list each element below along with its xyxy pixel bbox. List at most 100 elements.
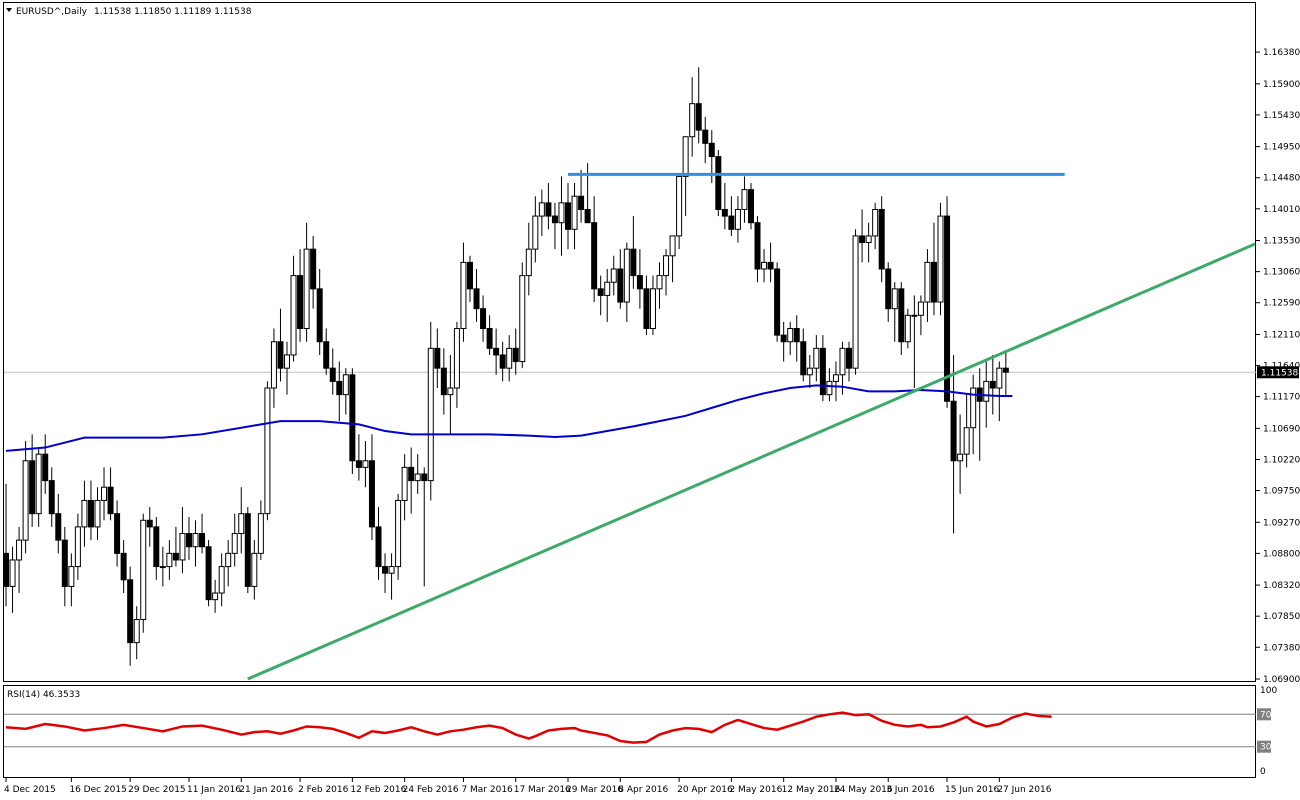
candle-body-bull (22, 460, 29, 541)
candle (930, 222, 937, 316)
candle (257, 500, 264, 560)
candle-body-bull (839, 347, 846, 376)
candle-body-bull (133, 618, 140, 644)
candle-body-bear (473, 288, 480, 310)
candle (754, 216, 761, 283)
candle-body-bull (669, 235, 676, 257)
candle (473, 268, 480, 322)
rsi-level-tag (1257, 740, 1271, 753)
candle (826, 368, 833, 402)
candle-body-bear (310, 248, 317, 290)
candle-body-bear (950, 400, 957, 462)
candle-body-bull (519, 275, 526, 363)
candle-body-bull (682, 136, 689, 177)
candle-body-bear (793, 328, 800, 343)
candle (16, 526, 23, 594)
price-tick-label: 1.08320 (1263, 581, 1300, 591)
candle-body-bear (29, 460, 36, 515)
candle-body-bull (852, 235, 859, 369)
candle (238, 487, 245, 554)
candle-body-bear (930, 261, 937, 303)
candle (290, 255, 297, 362)
date-tick-label: 7 Mar 2016 (461, 785, 513, 795)
candle (127, 566, 134, 666)
candle-body-bear (617, 268, 624, 303)
candle-body-bull (538, 202, 545, 217)
price-tick-label: 1.08800 (1263, 549, 1300, 559)
candle (225, 540, 232, 587)
candle (375, 507, 382, 580)
candle (87, 480, 94, 541)
candle (852, 229, 859, 375)
candle (558, 176, 565, 256)
candle (545, 183, 552, 230)
candle (643, 275, 650, 336)
candle-body-bull (414, 473, 421, 482)
rsi-tick-label: 100 (1260, 686, 1277, 696)
price-tick-label: 1.16380 (1263, 48, 1300, 58)
candle-body-bull (140, 519, 147, 620)
collapse-triangle-icon[interactable] (6, 8, 12, 12)
candle-body-bear (747, 189, 754, 224)
candle (499, 341, 506, 382)
candle (74, 513, 81, 580)
candle-body-bear (336, 380, 343, 396)
candle (166, 540, 173, 580)
candle (368, 434, 375, 541)
candle-body-bull (734, 208, 741, 230)
candle-body-bull (101, 486, 108, 501)
candle (656, 262, 663, 309)
candle-body-bull (761, 261, 768, 270)
candle (780, 321, 787, 362)
candle-body-bear (486, 328, 493, 349)
candle (362, 440, 369, 488)
candle (551, 202, 558, 250)
candle (767, 242, 774, 283)
candle (872, 202, 879, 250)
candle (538, 189, 545, 236)
candle (996, 361, 1003, 422)
trend-line[interactable] (247, 242, 1256, 681)
candle-body-bull (506, 347, 513, 369)
date-tick-label: 3 Jun 2016 (886, 785, 935, 795)
candle-body-bear (323, 341, 330, 369)
candle (68, 553, 75, 607)
candle (427, 321, 434, 501)
candle-body-bear (499, 354, 506, 369)
candle (159, 546, 166, 587)
candle (244, 507, 251, 594)
candle-body-bull (970, 387, 977, 429)
candle (597, 275, 604, 316)
candle-body-bear (767, 261, 774, 270)
candle-body-bull (787, 328, 794, 343)
candle-body-bull (904, 314, 911, 343)
candle (741, 176, 748, 223)
candle-body-bull (74, 526, 81, 568)
candle-body-bear (434, 347, 441, 369)
price-tick-label: 1.13060 (1263, 268, 1300, 278)
candle (270, 328, 277, 408)
candle-body-bear (466, 261, 473, 290)
candle (480, 295, 487, 342)
candle (9, 546, 16, 613)
candle (94, 487, 101, 541)
date-tick-label: 29 Mar 2016 (566, 785, 623, 795)
candle-body-bear (107, 486, 114, 515)
rsi-tick-label: 0 (1260, 767, 1266, 777)
candle (460, 242, 467, 342)
axes-layer: 1.16380 1.15900 1.15430 1.14950 1.14480 1.140… (4, 48, 1300, 795)
candle (963, 394, 970, 468)
current-price-tag (1257, 366, 1299, 379)
candle (728, 196, 735, 236)
candle (793, 315, 800, 362)
candle-body-bull (532, 215, 539, 250)
candle-body-bear (244, 513, 251, 587)
candle (440, 348, 447, 415)
rsi-level-tag (1257, 708, 1271, 721)
candle (578, 169, 585, 223)
candle-body-bull (689, 103, 696, 138)
candle-body-bear (819, 347, 826, 396)
candle (349, 368, 356, 474)
candle-body-bear (421, 473, 428, 482)
candle-body-bull (525, 248, 532, 277)
